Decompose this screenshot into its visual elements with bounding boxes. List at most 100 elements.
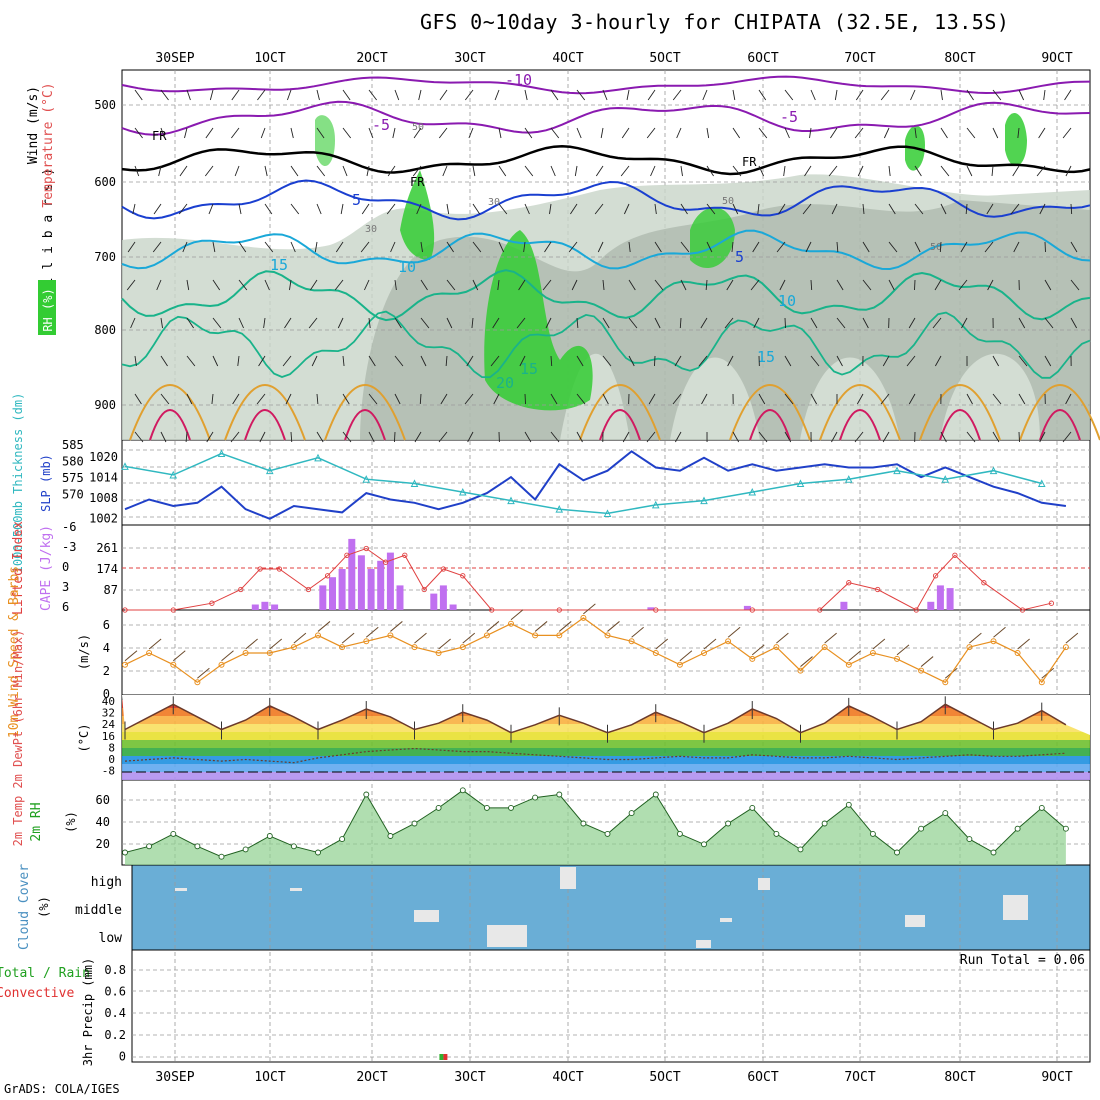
- wind-barb: [340, 203, 344, 215]
- rh2m-units: (%): [64, 811, 78, 833]
- wind-barb: [257, 89, 266, 101]
- contour-value-label: 5: [735, 248, 744, 266]
- wind-barb: [914, 203, 924, 215]
- wind-barb: [576, 317, 579, 329]
- wind-barb: [420, 355, 427, 367]
- thickness-tick: 585: [62, 438, 84, 452]
- wind-barb: [940, 127, 948, 139]
- wind-barb: [966, 393, 973, 405]
- wind-barb: [623, 203, 630, 215]
- wind-barb: [784, 127, 790, 139]
- wind-barb: [986, 203, 994, 215]
- cape-bar: [647, 607, 655, 610]
- wind-barb: [960, 241, 968, 253]
- wind-barb: [472, 165, 476, 177]
- wind-barb: [576, 355, 584, 367]
- wind-barb: [316, 89, 320, 101]
- wind-barb: [393, 431, 396, 443]
- rh2m-point: [194, 843, 201, 850]
- wind-barb: [831, 203, 838, 215]
- rh2m-tick: 40: [96, 815, 110, 829]
- precip-tick: 0.8: [104, 963, 126, 977]
- wind-barb: [706, 165, 714, 177]
- temp-color-band: [122, 748, 1090, 756]
- wind-barb: [160, 393, 170, 405]
- wind-barb: [705, 279, 708, 291]
- wind-barb-10m: [727, 626, 741, 638]
- lifted-index-point: [344, 552, 350, 558]
- wind-barb: [732, 165, 742, 177]
- wind-barb: [542, 279, 552, 291]
- temp-contour-arc: [1019, 384, 1100, 441]
- wind-barb: [258, 355, 266, 367]
- wind-barb: [186, 393, 193, 405]
- wind-barb: [1044, 355, 1052, 367]
- contour-value-label: 15: [520, 360, 538, 378]
- wind-barb: [263, 317, 266, 329]
- rh2m-point: [749, 804, 756, 811]
- wind-barb: [597, 241, 604, 253]
- wind-barb-10m: [221, 650, 234, 662]
- wind-barb: [316, 203, 322, 215]
- wind-barb-10m: [872, 638, 886, 650]
- wind-barb: [1010, 203, 1020, 215]
- precip-frame: [131, 949, 1091, 1063]
- wind-barb: [446, 203, 450, 215]
- wind-barb: [1070, 241, 1078, 253]
- wind-barb-10m: [148, 638, 162, 650]
- temp-contour-arc: [579, 384, 661, 441]
- wind-barb: [186, 355, 196, 367]
- wind-barb-10m: [390, 621, 403, 632]
- wind-speed-point: [676, 661, 683, 668]
- wind-tick: 0: [103, 687, 110, 701]
- cape-bar: [449, 604, 457, 610]
- precip-tick: 0.2: [104, 1028, 126, 1042]
- bottom-date-label: 9OCT: [1041, 1070, 1072, 1085]
- cloud-block: [720, 918, 732, 922]
- wind-barb: [1038, 127, 1046, 139]
- wind-barb: [186, 279, 190, 291]
- wind-speed-point: [821, 644, 828, 651]
- wind-barb: [439, 89, 448, 101]
- rh2m-point: [315, 849, 321, 856]
- contour-value-label: 5: [352, 191, 361, 209]
- rh2m-point: [1062, 825, 1069, 832]
- contour-value-label: 20: [496, 374, 514, 392]
- rh2m-point: [894, 849, 900, 856]
- cape-bar: [357, 555, 365, 610]
- slp-axis-label: SLP (mb): [39, 454, 53, 512]
- wind-barb: [810, 279, 813, 291]
- rh-green-blob: [1005, 113, 1027, 167]
- cape-tick: 261: [96, 541, 118, 555]
- wind-tick: 6: [103, 618, 110, 632]
- cape-bar: [329, 577, 336, 610]
- wind-barb: [209, 89, 214, 101]
- wind-barb: [622, 431, 630, 443]
- rh2m-point: [242, 846, 249, 853]
- cloud-block: [560, 867, 576, 889]
- wind-barb: [1070, 279, 1080, 291]
- wind-barb: [464, 393, 474, 405]
- cloud-block: [1003, 895, 1028, 920]
- wind-barb: [940, 89, 943, 101]
- wind-barb: [750, 279, 760, 291]
- cloud-level-label: high: [91, 875, 122, 890]
- wind-barb: [570, 203, 578, 215]
- rh2m-point: [580, 820, 587, 827]
- wind-barb: [854, 127, 864, 139]
- wind-barb: [602, 89, 608, 101]
- lifted-index-point: [402, 552, 408, 558]
- cape-bar: [936, 585, 944, 610]
- wind-barb-10m: [703, 638, 717, 650]
- rh2m-point: [387, 833, 394, 839]
- wind-barb: [364, 279, 370, 291]
- wind-barb: [906, 355, 916, 367]
- wind-speed-point: [315, 632, 321, 639]
- wind-barb: [413, 127, 422, 139]
- temp-contour-arc: [1039, 409, 1081, 441]
- bottom-date-label: 2OCT: [356, 1070, 387, 1085]
- rh2m-point: [773, 830, 780, 837]
- temp-contour-arc: [224, 384, 306, 441]
- wind-barb: [440, 393, 448, 405]
